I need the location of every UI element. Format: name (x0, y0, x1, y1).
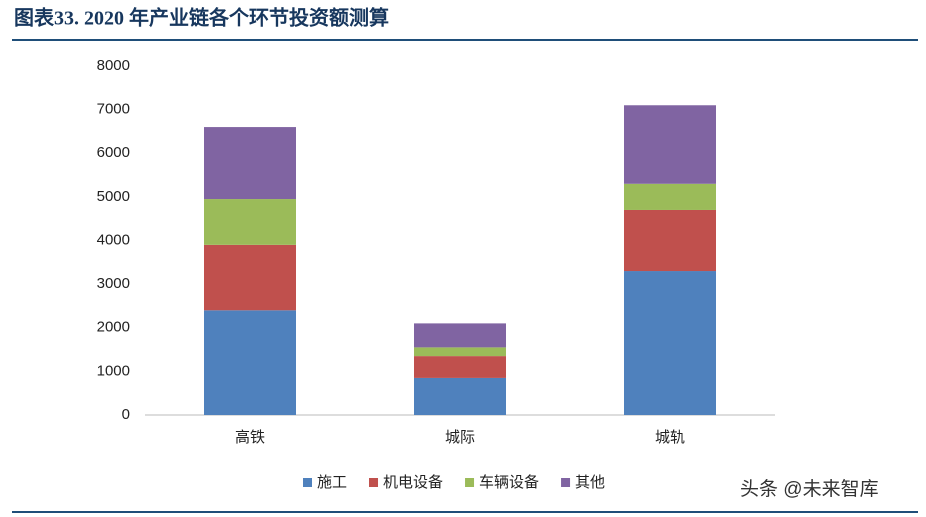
x-tick-label: 城际 (445, 429, 475, 446)
y-tick-label: 5000 (97, 188, 130, 205)
x-tick-label: 高铁 (235, 429, 265, 446)
bar-segment (204, 244, 296, 311)
bar-segment (414, 356, 506, 378)
y-tick-label: 8000 (97, 57, 130, 74)
chart-title: 图表33. 2020 年产业链各个环节投资额测算 (14, 6, 389, 30)
legend-label: 车辆设备 (479, 474, 539, 491)
y-tick-label: 1000 (97, 362, 130, 379)
bar-segment (204, 199, 296, 245)
x-tick-label: 城轨 (655, 429, 685, 446)
y-tick-label: 2000 (97, 319, 130, 336)
bar-segment (624, 183, 716, 210)
legend-label: 机电设备 (383, 474, 443, 491)
bar-segment (414, 347, 506, 357)
legend-swatch (561, 478, 571, 487)
y-tick-label: 3000 (97, 275, 130, 292)
bar-segment (204, 310, 296, 415)
bar-segment (624, 271, 716, 415)
y-tick-label: 6000 (97, 144, 130, 161)
legend-swatch (303, 478, 312, 487)
legend-swatch (369, 478, 379, 487)
bar-segment (624, 105, 716, 184)
y-tick-label: 0 (122, 406, 130, 423)
bar-segment (624, 209, 716, 272)
watermark: 头条 @未来智库 (740, 478, 879, 500)
legend-label: 施工 (317, 474, 347, 491)
bar-segment (204, 127, 296, 200)
y-tick-label: 4000 (97, 231, 130, 248)
bar-segment (414, 377, 506, 415)
legend-swatch (465, 478, 475, 487)
legend-label: 其他 (575, 474, 605, 491)
bar-segment (414, 323, 506, 348)
y-tick-label: 7000 (97, 101, 130, 118)
